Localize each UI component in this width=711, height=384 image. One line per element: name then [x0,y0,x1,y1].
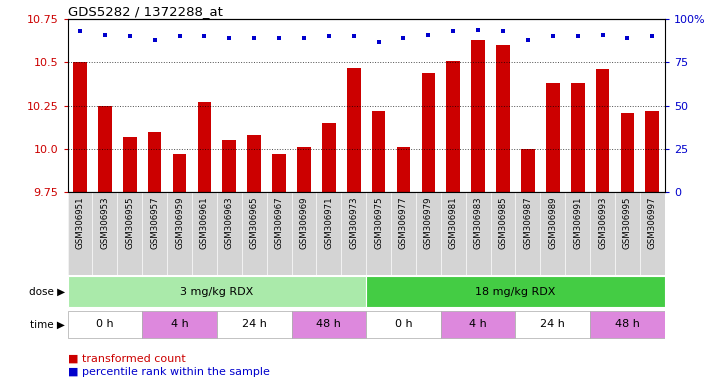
Text: 0 h: 0 h [96,319,114,329]
Bar [596,69,609,192]
Text: GSM306983: GSM306983 [474,196,483,249]
Text: GSM306961: GSM306961 [200,196,209,249]
Text: 48 h: 48 h [316,319,341,329]
Text: GSM306985: GSM306985 [498,196,508,249]
Text: 0 h: 0 h [395,319,412,329]
Text: GSM306991: GSM306991 [573,196,582,248]
Bar [198,102,211,192]
Text: GSM306995: GSM306995 [623,196,632,248]
Text: 48 h: 48 h [615,319,640,329]
Text: GSM306993: GSM306993 [598,196,607,248]
Bar [521,149,535,192]
Bar [372,111,385,192]
Text: 18 mg/kg RDX: 18 mg/kg RDX [475,287,556,297]
Text: ■ percentile rank within the sample: ■ percentile rank within the sample [68,367,269,377]
Text: 3 mg/kg RDX: 3 mg/kg RDX [180,287,254,297]
Bar [73,63,87,192]
Bar [447,61,460,192]
Bar [292,311,366,338]
Bar [590,311,665,338]
Text: GSM306953: GSM306953 [100,196,109,249]
Text: GSM306967: GSM306967 [274,196,284,249]
Bar [148,132,161,192]
Bar [621,113,634,192]
Bar [397,147,410,192]
Bar [68,311,142,338]
Bar [297,147,311,192]
Text: GSM306955: GSM306955 [125,196,134,249]
Text: GSM306951: GSM306951 [75,196,85,249]
Bar [471,40,485,192]
Bar [347,68,360,192]
Text: 4 h: 4 h [171,319,188,329]
Bar [142,311,217,338]
Bar [422,73,435,192]
Text: GSM306971: GSM306971 [324,196,333,249]
Bar [247,135,261,192]
Text: dose ▶: dose ▶ [29,287,65,297]
Bar [441,311,515,338]
Bar [223,140,236,192]
Text: GSM306997: GSM306997 [648,196,657,248]
Text: 4 h: 4 h [469,319,487,329]
Text: GSM306973: GSM306973 [349,196,358,249]
Bar [322,123,336,192]
Text: ■ transformed count: ■ transformed count [68,354,186,364]
Bar [546,83,560,192]
Bar [123,137,137,192]
Bar [366,276,665,307]
Text: GSM306977: GSM306977 [399,196,408,249]
Bar [217,311,292,338]
Text: GSM306965: GSM306965 [250,196,259,249]
Text: GDS5282 / 1372288_at: GDS5282 / 1372288_at [68,5,223,18]
Text: GSM306963: GSM306963 [225,196,234,249]
Text: GSM306969: GSM306969 [299,196,309,248]
Bar [272,154,286,192]
Text: GSM306979: GSM306979 [424,196,433,248]
Text: GSM306981: GSM306981 [449,196,458,249]
Bar [366,311,441,338]
Bar [646,111,659,192]
Bar [571,83,584,192]
Text: GSM306987: GSM306987 [523,196,533,249]
Text: GSM306959: GSM306959 [175,196,184,248]
Text: GSM306957: GSM306957 [150,196,159,249]
Bar [173,154,186,192]
Bar [68,276,366,307]
Text: 24 h: 24 h [242,319,267,329]
Text: 24 h: 24 h [540,319,565,329]
Bar [496,45,510,192]
Bar [98,106,112,192]
Text: GSM306989: GSM306989 [548,196,557,248]
Text: time ▶: time ▶ [30,319,65,329]
Text: GSM306975: GSM306975 [374,196,383,249]
Bar [515,311,590,338]
